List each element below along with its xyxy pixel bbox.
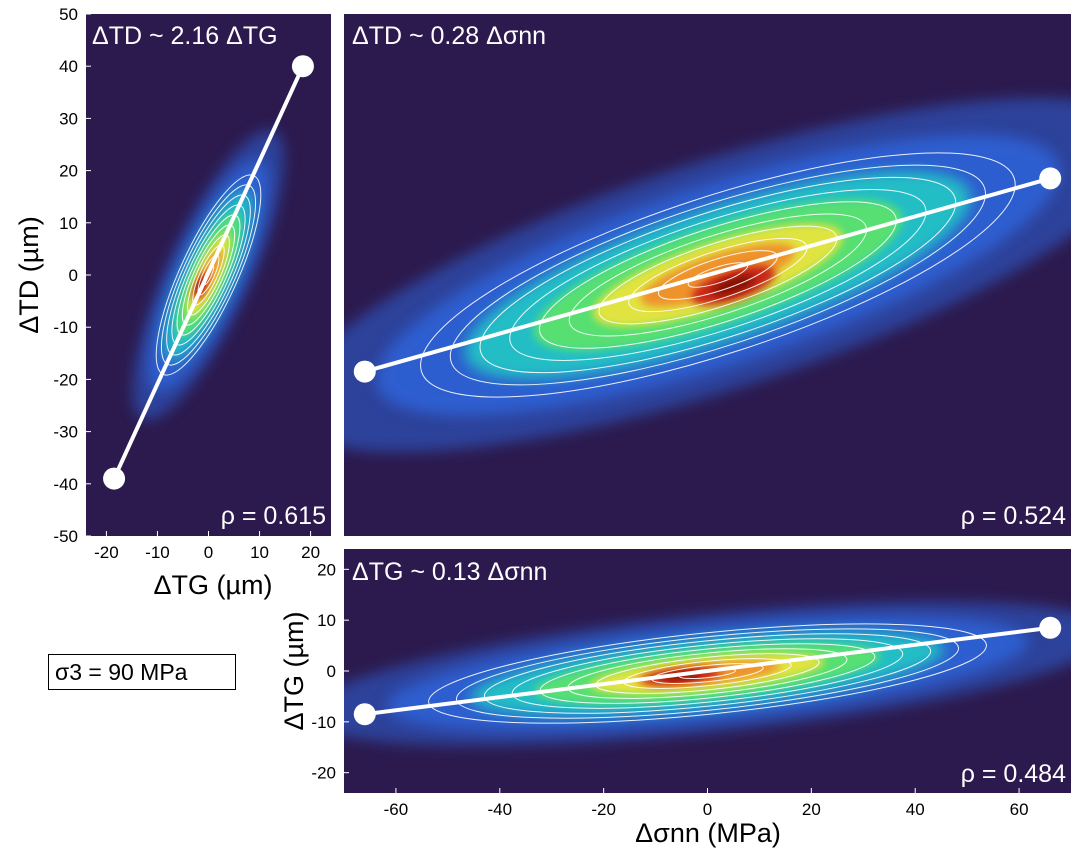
density-peak xyxy=(712,275,755,296)
y-tick-label: -10 xyxy=(53,318,78,337)
y-tick-label: -30 xyxy=(53,423,78,442)
contours-td-vs-sigma xyxy=(420,152,1016,398)
y-tick-label: 0 xyxy=(69,266,78,285)
panel-td-vs-sigma: ΔTD ~ 0.28 Δσnn ρ = 0.524 xyxy=(344,14,1071,536)
y-tick-label: 20 xyxy=(59,162,78,181)
y-tick-label: 50 xyxy=(59,5,78,24)
fit-endpoint xyxy=(291,55,314,78)
fit-line-td-vs-sigma xyxy=(364,176,1051,374)
contour-ring xyxy=(568,213,868,337)
x-tick-label: 40 xyxy=(906,800,925,819)
fit-line-tg-vs-sigma xyxy=(364,625,1051,717)
y-tick-label: 10 xyxy=(317,611,336,630)
y-ticks-td-vs-tg: -50 -40 -30 -20 -10 0 10 20 30 40 50 xyxy=(53,5,91,546)
y-tick-label: -10 xyxy=(311,713,336,732)
x-axis-label-tg-vs-sigma: Δσnn (MPa) xyxy=(635,818,781,848)
x-tick-label: 60 xyxy=(1010,800,1029,819)
contour-ring xyxy=(449,164,986,386)
fit-endpoints-td-vs-tg xyxy=(103,55,314,490)
contour-ring xyxy=(483,633,932,714)
x-ticks-td-vs-tg: -20 -10 0 10 20 xyxy=(94,531,320,562)
fit-endpoint xyxy=(1039,616,1062,639)
regression-line xyxy=(364,625,1051,717)
panel-td-vs-tg: ΔTD ~ 2.16 ΔTG ρ = 0.615 -50 -40 -30 -20 -10… xyxy=(14,5,331,600)
fit-endpoint xyxy=(353,360,376,383)
x-tick-label: -20 xyxy=(591,800,616,819)
fit-line-td-vs-tg xyxy=(112,65,305,480)
regression-line xyxy=(112,65,305,480)
correlation-label-td-vs-sigma: ρ = 0.524 xyxy=(961,502,1066,530)
fit-endpoint xyxy=(103,467,126,490)
correlation-label-td-vs-tg: ρ = 0.615 xyxy=(221,502,326,530)
x-axis-label-td-vs-tg: ΔTG (µm) xyxy=(153,570,272,600)
y-ticks-tg-vs-sigma: -20 -10 0 10 20 xyxy=(311,560,349,783)
x-tick-label: 0 xyxy=(204,543,213,562)
contour-ring xyxy=(509,189,927,361)
contour-ring xyxy=(420,152,1016,398)
x-tick-label: 10 xyxy=(250,543,269,562)
y-tick-label: -20 xyxy=(311,764,336,783)
contour-ring xyxy=(428,623,987,724)
contour-ring xyxy=(455,628,960,719)
x-tick-label: -40 xyxy=(487,800,512,819)
stress-condition-box: σ3 = 90 MPa xyxy=(48,654,236,690)
fit-endpoints-td-vs-sigma xyxy=(353,167,1062,383)
panel-title-tg-vs-sigma: ΔTG ~ 0.13 Δσnn xyxy=(352,558,547,586)
x-ticks-tg-vs-sigma: -60 -40 -20 0 20 40 60 xyxy=(384,788,1029,819)
y-tick-label: -20 xyxy=(53,370,78,389)
fit-endpoints-tg-vs-sigma xyxy=(353,616,1062,726)
panel-tg-vs-sigma: ΔTG ~ 0.13 Δσnn ρ = 0.484 -20 -10 0 10 20 -6… xyxy=(279,549,1071,848)
x-tick-label: -60 xyxy=(384,800,409,819)
y-tick-label: -50 xyxy=(53,527,78,546)
x-tick-label: 20 xyxy=(802,800,821,819)
density-map-tg-vs-sigma xyxy=(344,601,1071,746)
y-tick-label: 20 xyxy=(317,560,336,579)
y-axis-label-td-vs-tg: ΔTD (µm) xyxy=(14,216,44,334)
regression-line xyxy=(364,176,1051,374)
x-tick-label: -10 xyxy=(145,543,170,562)
contour-ring xyxy=(479,176,957,374)
panel-title-td-vs-tg: ΔTD ~ 2.16 ΔTG xyxy=(92,22,278,50)
y-tick-label: -40 xyxy=(53,475,78,494)
contour-ring xyxy=(598,225,838,325)
x-tick-label: 20 xyxy=(301,543,320,562)
panel-title-td-vs-sigma: ΔTD ~ 0.28 Δσnn xyxy=(352,22,546,50)
y-tick-label: 40 xyxy=(59,57,78,76)
stress-condition-label: σ3 = 90 MPa xyxy=(55,659,188,685)
y-axis-label-tg-vs-sigma: ΔTG (µm) xyxy=(279,611,309,730)
contour-ring xyxy=(538,201,897,349)
y-tick-label: 30 xyxy=(59,109,78,128)
y-tick-label: 10 xyxy=(59,214,78,233)
y-tick-label: 0 xyxy=(327,662,336,681)
fit-endpoint xyxy=(353,703,376,726)
fit-endpoint xyxy=(1039,167,1062,190)
correlation-label-tg-vs-sigma: ρ = 0.484 xyxy=(961,760,1066,788)
x-tick-label: 0 xyxy=(703,800,712,819)
x-tick-label: -20 xyxy=(94,543,119,562)
